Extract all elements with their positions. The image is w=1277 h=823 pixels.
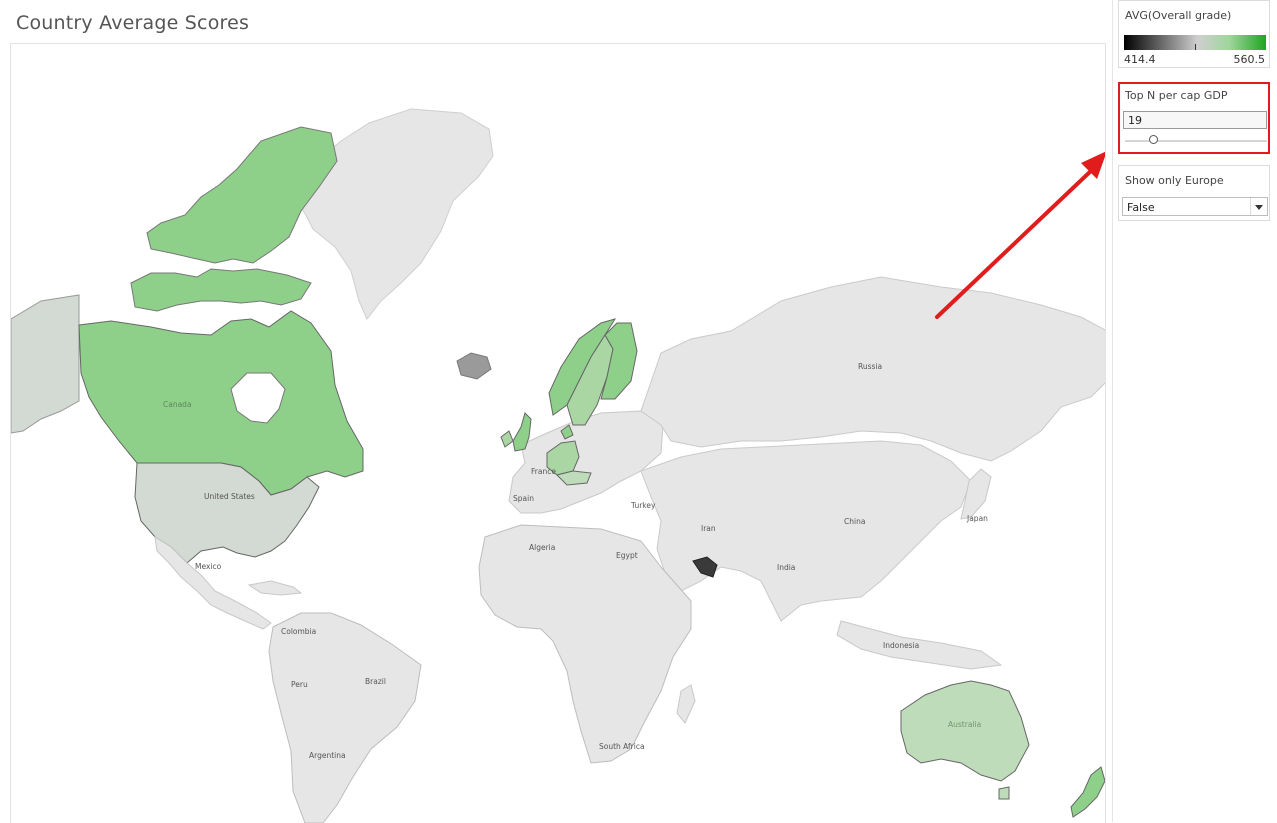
legend-min-label: 414.4 (1124, 53, 1156, 66)
europe-filter-value: False (1127, 201, 1155, 214)
map-label-mexico: Mexico (195, 562, 222, 571)
map-benelux-germany (546, 440, 580, 476)
map-new-zealand (1070, 766, 1105, 818)
map-iceland (456, 352, 492, 380)
legend-max-label: 560.5 (1233, 53, 1266, 66)
map-label-argentina: Argentina (309, 751, 346, 760)
map-australia (900, 680, 1030, 782)
map-label-canada: Canada (163, 400, 192, 409)
map-finland (600, 322, 638, 400)
legend-title: AVG(Overall grade) (1125, 9, 1232, 22)
map-south-america (268, 612, 422, 823)
callout-arrow-line (935, 167, 1095, 319)
map-hudson-bay (230, 372, 286, 424)
map-asia (640, 440, 972, 622)
map-alaska (11, 294, 80, 434)
map-caribbean (247, 580, 303, 596)
map-tasmania (998, 786, 1010, 800)
map-denmark (560, 424, 574, 440)
world-map[interactable]: Russia Canada United States Mexico Colom… (10, 43, 1106, 823)
top-n-slider-track[interactable] (1125, 140, 1267, 142)
sidebar-divider (1112, 0, 1113, 822)
map-label-algeria: Algeria (529, 543, 555, 552)
top-n-slider-thumb[interactable] (1149, 135, 1159, 144)
map-ireland (500, 430, 514, 448)
map-label-france: France (531, 467, 556, 476)
chevron-down-icon[interactable] (1250, 198, 1267, 215)
map-africa (478, 524, 692, 764)
map-japan (960, 468, 992, 520)
map-label-russia: Russia (858, 362, 882, 371)
page-title: Country Average Scores (16, 12, 250, 34)
map-label-iran: Iran (701, 524, 716, 533)
europe-filter-title: Show only Europe (1125, 174, 1224, 187)
map-canada-islands (146, 126, 338, 264)
map-madagascar (676, 684, 696, 724)
map-label-japan: Japan (966, 514, 988, 523)
map-label-australia: Australia (948, 720, 981, 729)
map-label-brazil: Brazil (365, 677, 386, 686)
map-label-egypt: Egypt (616, 551, 638, 560)
color-gradient-bar (1124, 35, 1266, 50)
top-n-parameter-panel: Top N per cap GDP 19 (1118, 82, 1270, 154)
map-switzerland-austria (556, 470, 592, 486)
callout-arrow-head (1081, 151, 1105, 179)
map-canada (78, 310, 364, 496)
map-label-india: India (777, 563, 795, 572)
map-label-south-africa: South Africa (599, 742, 645, 751)
top-n-title: Top N per cap GDP (1125, 89, 1228, 102)
europe-filter-select[interactable]: False (1122, 197, 1268, 216)
map-label-peru: Peru (291, 680, 308, 689)
map-indonesia (836, 620, 1003, 670)
map-mexico (154, 536, 272, 630)
map-label-united-states: United States (204, 492, 255, 501)
map-label-indonesia: Indonesia (883, 641, 919, 650)
map-label-turkey: Turkey (630, 501, 656, 510)
map-uk (512, 412, 532, 452)
europe-filter-panel: Show only Europe False (1118, 165, 1270, 221)
top-n-input[interactable]: 19 (1123, 111, 1267, 129)
color-legend: AVG(Overall grade) 414.4 560.5 (1118, 0, 1270, 68)
map-uae (692, 556, 718, 578)
map-canada-islands-2 (130, 268, 312, 312)
map-label-colombia: Colombia (281, 627, 316, 636)
map-label-spain: Spain (513, 494, 534, 503)
map-label-china: China (844, 517, 865, 526)
map-europe (508, 410, 664, 514)
map-russia (640, 276, 1105, 462)
gradient-center-tick (1195, 44, 1196, 50)
